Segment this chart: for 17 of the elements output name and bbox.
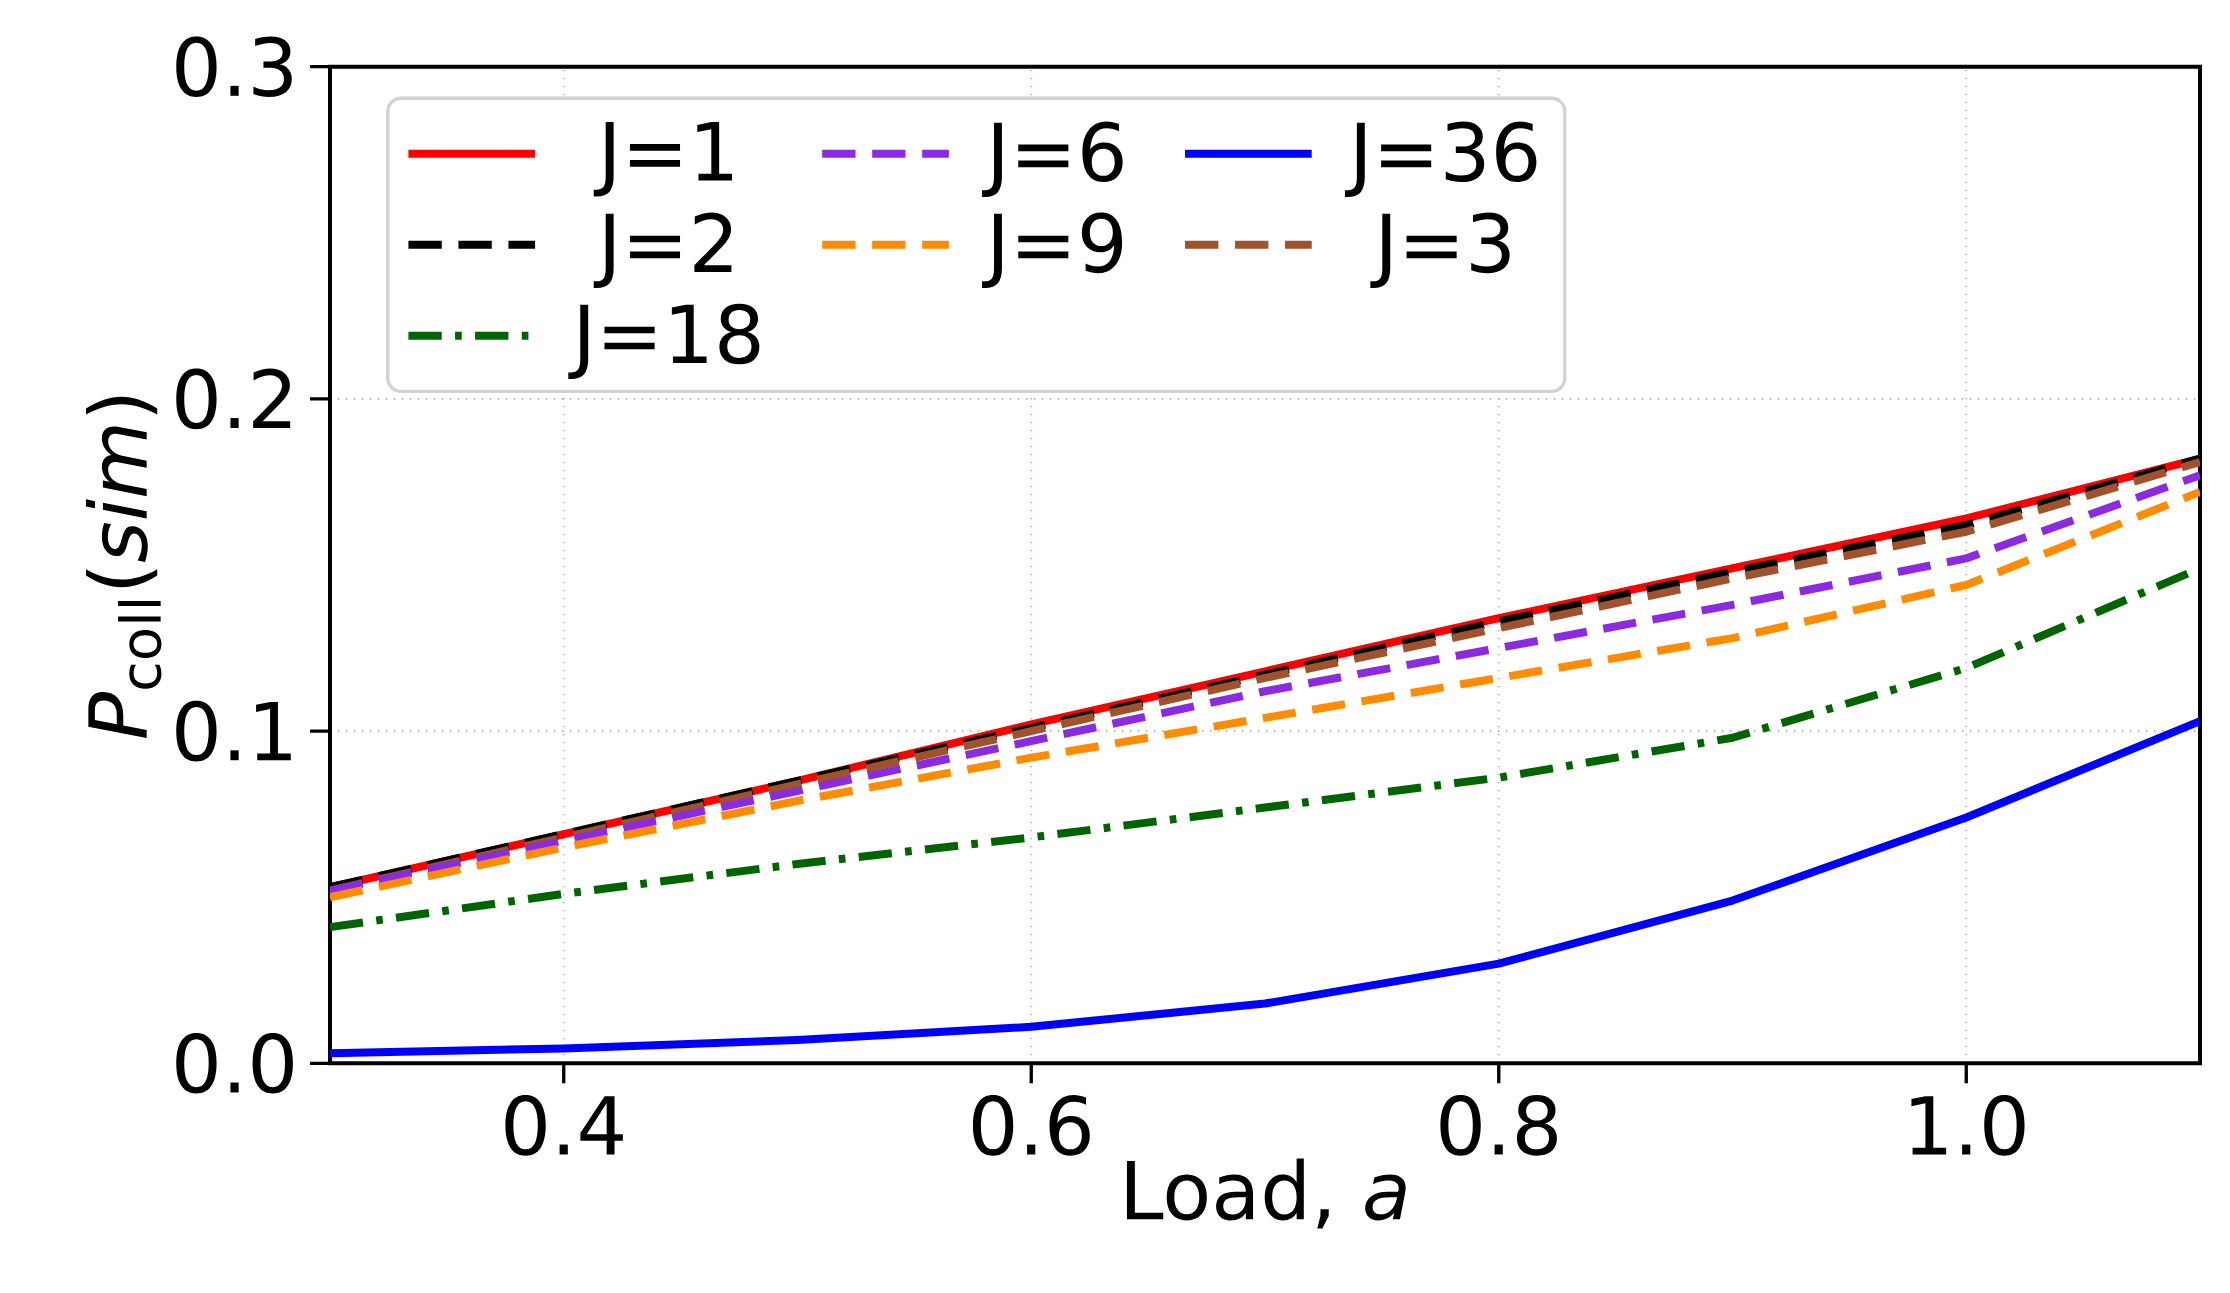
y-tick-label: 0.1	[176, 700, 291, 762]
legend-label: J=6	[982, 121, 1123, 197]
x-tick-label: 0.4	[505, 1094, 623, 1156]
x-tick-label: 0.6	[972, 1094, 1090, 1156]
legend-label: J=3	[1370, 212, 1510, 288]
y-axis-title: P$_{coll}$(sim)	[85, 396, 162, 738]
legend-label: J=1	[593, 121, 733, 197]
x-tick-label: 1.0	[1911, 1094, 2025, 1156]
y-tick-label: 0.2	[176, 368, 291, 429]
legend-label: J=18	[568, 303, 760, 379]
x-tick-label: 0.8	[1440, 1094, 1557, 1156]
legend-label: J=9	[982, 212, 1123, 288]
legend-label: J=36	[1344, 121, 1537, 197]
y-tick-label: 0.3	[176, 36, 292, 97]
y-tick-label: 0.0	[176, 1032, 293, 1094]
x-axis-title: Load, a	[1126, 1158, 1406, 1229]
legend-label: J=2	[593, 212, 732, 288]
